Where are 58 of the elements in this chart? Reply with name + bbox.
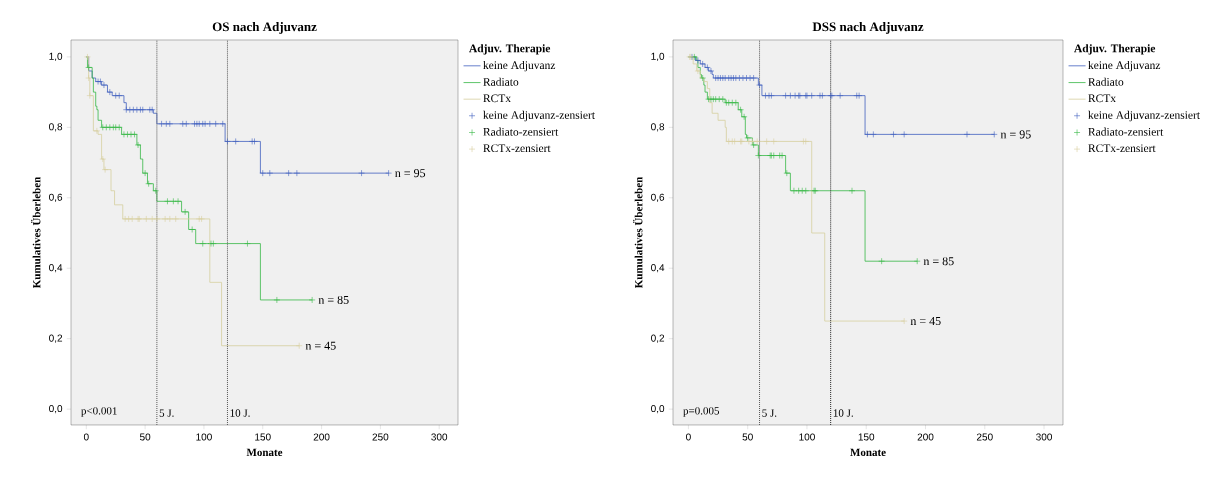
x-tick-label: 200 [917,433,934,441]
chart-title: OS nach Adjuvanz [212,22,317,34]
x-tick-label: 0 [83,433,89,441]
y-tick-label: 0,6 [651,193,665,202]
legend-label: Radiato-zensiert [483,127,559,136]
y-tick-label: 0,8 [651,123,665,132]
chart-title: DSS nach Adjuvanz [812,22,924,34]
y-tick-label: 1,0 [651,52,665,62]
y-axis-title: Kumulatives Überleben [31,176,41,289]
x-tick-label: 250 [372,433,389,441]
annotation: n = 95 [395,169,426,178]
y-tick-label: 0,2 [49,334,63,343]
x-axis-title: Monate [246,448,283,457]
x-tick-label: 250 [976,433,993,441]
annotation: n = 95 [1000,130,1031,139]
legend-label: Radiato-zensiert [1088,127,1164,136]
legend-label: RCTx-zensiert [1088,144,1156,153]
legend-label: keine Adjuvanz [483,60,556,72]
annotation: n = 85 [923,257,954,266]
annotation: n = 85 [318,295,349,304]
ref-line-label: 5 J. [762,409,777,417]
y-tick-label: 0,0 [49,405,63,414]
x-tick-label: 300 [431,433,448,441]
x-tick-label: 300 [1036,433,1052,441]
x-tick-label: 100 [196,433,212,441]
y-tick-label: 0,0 [651,405,665,414]
y-tick-label: 0,4 [49,264,63,273]
y-axis-title: Kumulatives Überleben [633,176,643,289]
ref-line-label: 5 J. [159,409,174,417]
annotation: p<0.001 [81,407,117,417]
y-tick-label: 1,0 [49,52,63,62]
legend-label: Radiato [483,77,519,86]
ref-line-label: 10 J. [833,409,853,417]
x-tick-label: 50 [742,433,753,441]
x-tick-label: 0 [686,433,691,441]
x-axis-title: Monate [850,448,886,457]
x-tick-label: 150 [858,433,875,441]
y-tick-label: 0,6 [49,193,63,202]
legend-title: Adjuv. Therapie [469,44,551,55]
legend-label: RCTx [1088,94,1116,103]
ref-line-label: 10 J. [230,409,250,417]
legend-label: keine Adjuvanz [1088,60,1161,72]
x-tick-label: 200 [313,433,330,441]
legend-label: keine Adjuvanz-zensiert [483,110,595,122]
legend-title: Adjuv. Therapie [1074,44,1156,55]
annotation: n = 45 [305,341,336,350]
x-tick-label: 150 [255,433,271,441]
annotation: n = 45 [910,317,941,326]
y-tick-label: 0,4 [651,264,665,273]
x-tick-label: 100 [799,433,815,441]
legend-label: keine Adjuvanz-zensiert [1088,110,1200,122]
annotation: p=0.005 [683,407,720,417]
legend-label: RCTx-zensiert [483,144,551,153]
legend-label: Radiato [1088,77,1124,86]
legend-label: RCTx [483,94,511,103]
y-tick-label: 0,8 [49,123,63,132]
x-tick-label: 50 [139,433,151,441]
y-tick-label: 0,2 [651,334,665,343]
